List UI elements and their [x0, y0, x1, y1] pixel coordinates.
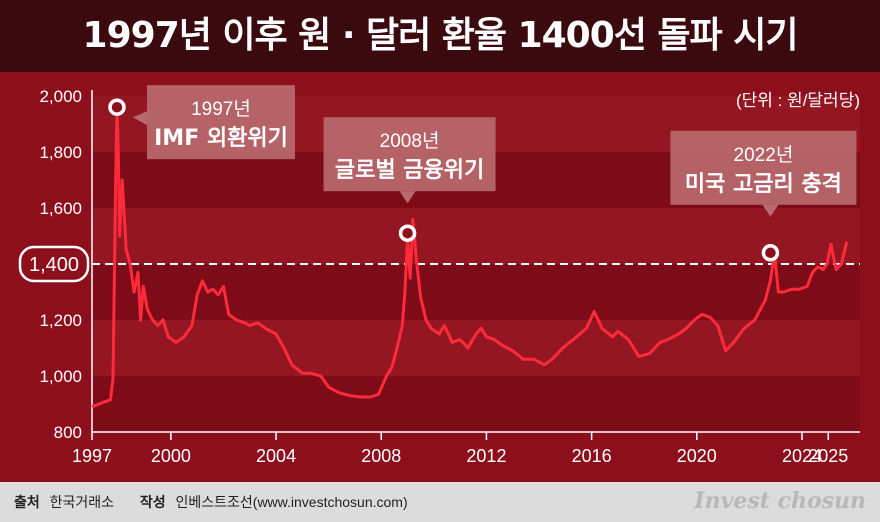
reference-label-text: 1,400	[29, 254, 79, 276]
event-marker	[761, 244, 780, 262]
y-tick-label: 2,000	[39, 87, 82, 106]
chart-area: 800 1,000 1,200 1,600 1,800 2,000 1997 2000 2004…	[0, 72, 880, 482]
x-tick-label: 2000	[151, 446, 191, 466]
x-tick-label: 2008	[361, 446, 401, 466]
x-tick-label: 2024	[782, 446, 822, 466]
y-tick-label: 1,600	[39, 199, 82, 218]
grid-band	[92, 208, 860, 264]
callout-pointer	[762, 204, 779, 217]
axis: 800 1,000 1,200 1,600 1,800 2,000 1997 2000 2004…	[39, 87, 860, 466]
y-tick-label: 1,800	[39, 143, 82, 162]
grid-band	[92, 320, 860, 376]
event-markers	[108, 98, 780, 262]
x-tick-label: 2025	[808, 446, 848, 466]
footer-credits: 출처 한국거래소 작성 인베스트조선(www.investchosun.com)	[14, 492, 408, 512]
reference-label-outline	[18, 245, 90, 283]
page-title: 1997년 이후 원 · 달러 환율 1400선 돌파 시기	[82, 15, 799, 56]
callout-pointer	[132, 111, 147, 126]
reference-label: 1,400	[18, 245, 90, 283]
x-tick-label: 1997	[72, 446, 112, 466]
callout-box	[670, 130, 857, 205]
callout-box	[146, 85, 295, 160]
callout-label: 글로벌 금융위기	[335, 158, 484, 183]
series-line	[91, 105, 849, 409]
x-tick-label: 2020	[677, 446, 717, 466]
grid-band	[92, 376, 860, 432]
callout-year: 1997년	[191, 98, 251, 120]
author-value: 인베스트조선(www.investchosun.com)	[175, 494, 408, 510]
unit-label: (단위 : 원/달러당)	[736, 91, 860, 110]
source-label: 출처	[14, 494, 40, 510]
y-tick-label: 1,000	[39, 367, 82, 386]
event-marker	[108, 98, 126, 116]
footer: 출처 한국거래소 작성 인베스트조선(www.investchosun.com)…	[0, 482, 880, 522]
exchange-rate-chart: 800 1,000 1,200 1,600 1,800 2,000 1997 2000 2004…	[18, 85, 860, 466]
event-marker	[398, 224, 417, 242]
callout-label: IMF 외환위기	[154, 126, 288, 151]
x-tick-label: 2004	[256, 446, 296, 466]
y-tick-label: 800	[54, 423, 82, 442]
callout-label: 미국 고금리 충격	[685, 172, 842, 197]
callout-box	[323, 117, 496, 192]
source-value: 한국거래소	[49, 494, 115, 510]
callout-year: 2022년	[734, 144, 794, 166]
title-bar: 1997년 이후 원 · 달러 환율 1400선 돌파 시기	[0, 0, 880, 72]
brand-logo: Invest chosun	[694, 488, 866, 514]
callout-pointer	[399, 191, 416, 204]
x-tick-label: 2016	[572, 446, 612, 466]
x-tick-label: 2012	[466, 446, 506, 466]
author-label: 작성	[139, 494, 166, 510]
callout-year: 2008년	[380, 130, 440, 152]
y-tick-label: 1,200	[39, 311, 82, 330]
